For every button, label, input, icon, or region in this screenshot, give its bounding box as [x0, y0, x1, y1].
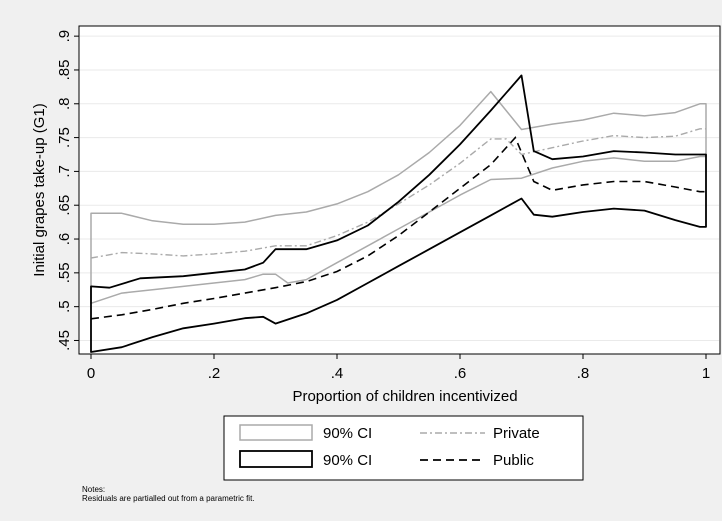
y-axis: .45 .5 .55 .6 .65 .7 .75 .8 .85 .9 — [56, 30, 79, 351]
gridlines — [80, 35, 719, 341]
legend-label-private-ci: 90% CI — [323, 425, 372, 442]
y-tick-label: .6 — [56, 233, 73, 246]
x-tick-label: .2 — [208, 365, 221, 382]
y-tick-label: .9 — [56, 30, 73, 43]
y-tick-label: .7 — [56, 165, 73, 178]
y-tick-label: .45 — [56, 330, 73, 351]
y-tick-label: .5 — [56, 300, 73, 313]
legend-label-public-ci: 90% CI — [323, 452, 372, 469]
y-tick-label: .65 — [56, 195, 73, 216]
private-ci-band — [90, 90, 707, 305]
series-layer — [90, 74, 707, 353]
legend-swatch-private-ci — [239, 424, 313, 441]
y-axis-title: Initial grapes take-up (G1) — [31, 103, 48, 276]
x-tick-label: .4 — [331, 365, 344, 382]
notes-text: Residuals are partialled out from a para… — [82, 494, 255, 503]
x-tick-label: 1 — [702, 365, 710, 382]
public-estimate-line — [90, 136, 706, 320]
legend: 90% CI Private 90% CI Public — [223, 415, 584, 481]
y-tick-label: .8 — [56, 98, 73, 111]
private-estimate-line — [90, 128, 706, 259]
x-tick-label: .8 — [577, 365, 590, 382]
public-ci-band — [90, 74, 707, 353]
plot-area — [78, 25, 721, 355]
y-tick-label: .85 — [56, 60, 73, 81]
legend-swatch-public-ci — [239, 450, 313, 468]
notes-heading: Notes: — [82, 485, 105, 494]
x-tick-label: .6 — [454, 365, 467, 382]
x-tick-label: 0 — [87, 365, 95, 382]
y-tick-label: .55 — [56, 262, 73, 283]
y-tick-label: .75 — [56, 127, 73, 148]
x-axis: 0 .2 .4 .6 .8 1 — [87, 354, 710, 382]
legend-label-private: Private — [493, 425, 540, 442]
x-axis-title: Proportion of children incentivized — [292, 388, 517, 405]
legend-label-public: Public — [493, 452, 534, 469]
